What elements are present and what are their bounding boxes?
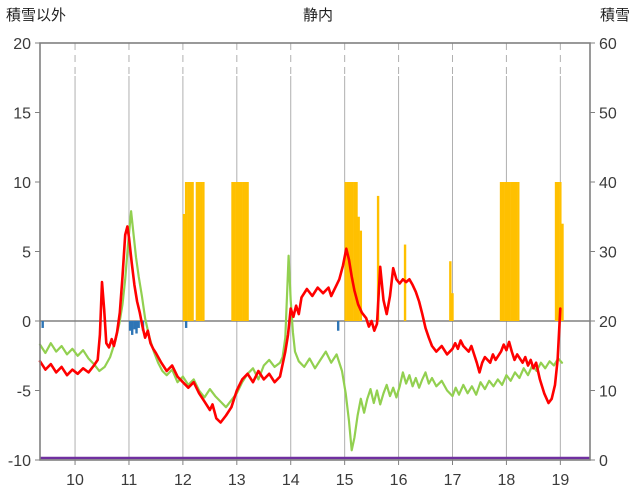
x-tick-label: 15: [336, 472, 354, 489]
orange-bar: [554, 182, 558, 321]
blue-bar: [137, 321, 140, 328]
orange-bar: [512, 182, 516, 321]
blue-bar: [41, 321, 44, 328]
right-tick-label: 30: [599, 245, 617, 262]
orange-bar: [559, 182, 562, 321]
x-tick-label: 10: [66, 472, 84, 489]
orange-bar: [197, 182, 201, 321]
blue-bar: [135, 321, 138, 334]
orange-bar: [246, 182, 249, 321]
orange-bar: [187, 182, 190, 321]
orange-bar: [510, 182, 514, 321]
x-tick-label: 18: [498, 472, 516, 489]
left-tick-label: 20: [13, 36, 31, 53]
green-line: [38, 210, 564, 452]
x-tick-label: 12: [174, 472, 192, 489]
x-tick-label: 17: [444, 472, 462, 489]
chart-title: 静内: [302, 7, 333, 24]
orange-bar: [242, 182, 245, 321]
orange-bar: [355, 182, 358, 321]
left-tick-label: -10: [8, 453, 31, 470]
blue-bar: [184, 321, 188, 328]
orange-bar: [244, 182, 247, 321]
orange-bar: [191, 182, 194, 321]
orange-bar: [517, 182, 520, 321]
orange-bar: [351, 182, 354, 321]
orange-bar: [357, 216, 360, 321]
blue-bar: [133, 321, 136, 330]
right-tick-label: 20: [599, 314, 617, 331]
blue-bar: [131, 321, 134, 335]
right-tick-label: 50: [599, 106, 617, 123]
orange-bar: [561, 223, 564, 321]
orange-bar: [449, 261, 452, 321]
orange-bar: [556, 182, 560, 321]
right-tick-label: 10: [599, 384, 617, 401]
right-tick-label: 0: [599, 453, 608, 470]
orange-bar: [200, 182, 203, 321]
x-tick-label: 19: [551, 472, 569, 489]
orange-bar: [451, 293, 454, 321]
orange-bar: [233, 182, 236, 321]
right-axis-title: 積雪: [599, 7, 630, 24]
orange-bar: [506, 182, 509, 321]
blue-bar: [336, 321, 340, 331]
orange-bar: [182, 213, 186, 321]
orange-bar: [195, 182, 199, 321]
orange-bar: [235, 182, 239, 321]
orange-bar: [499, 182, 503, 321]
left-tick-label: 5: [22, 245, 31, 262]
left-tick-label: 10: [13, 175, 31, 192]
left-tick-label: -5: [17, 384, 31, 401]
x-tick-label: 14: [282, 472, 300, 489]
right-tick-label: 40: [599, 175, 617, 192]
orange-bar: [353, 182, 356, 321]
orange-bar: [501, 182, 505, 321]
orange-bar: [189, 182, 192, 321]
orange-bar: [184, 182, 188, 321]
blue-bar: [128, 321, 132, 331]
left-axis-title: 積雪以外: [6, 7, 67, 24]
orange-bar: [231, 182, 234, 321]
left-tick-label: 0: [22, 314, 31, 331]
x-tick-label: 16: [390, 472, 408, 489]
orange-bar: [508, 182, 511, 321]
orange-bar: [237, 182, 241, 321]
orange-bar: [348, 182, 352, 321]
orange-bar: [514, 182, 518, 321]
left-tick-label: 15: [13, 106, 31, 123]
x-tick-label: 13: [228, 472, 246, 489]
x-tick-label: 11: [121, 472, 138, 489]
orange-bar: [202, 182, 205, 321]
orange-bar: [359, 230, 363, 321]
right-tick-label: 60: [599, 36, 617, 53]
red-line: [38, 225, 562, 424]
orange-bar: [239, 182, 243, 321]
orange-bar: [376, 195, 380, 321]
orange-bar: [504, 182, 507, 321]
